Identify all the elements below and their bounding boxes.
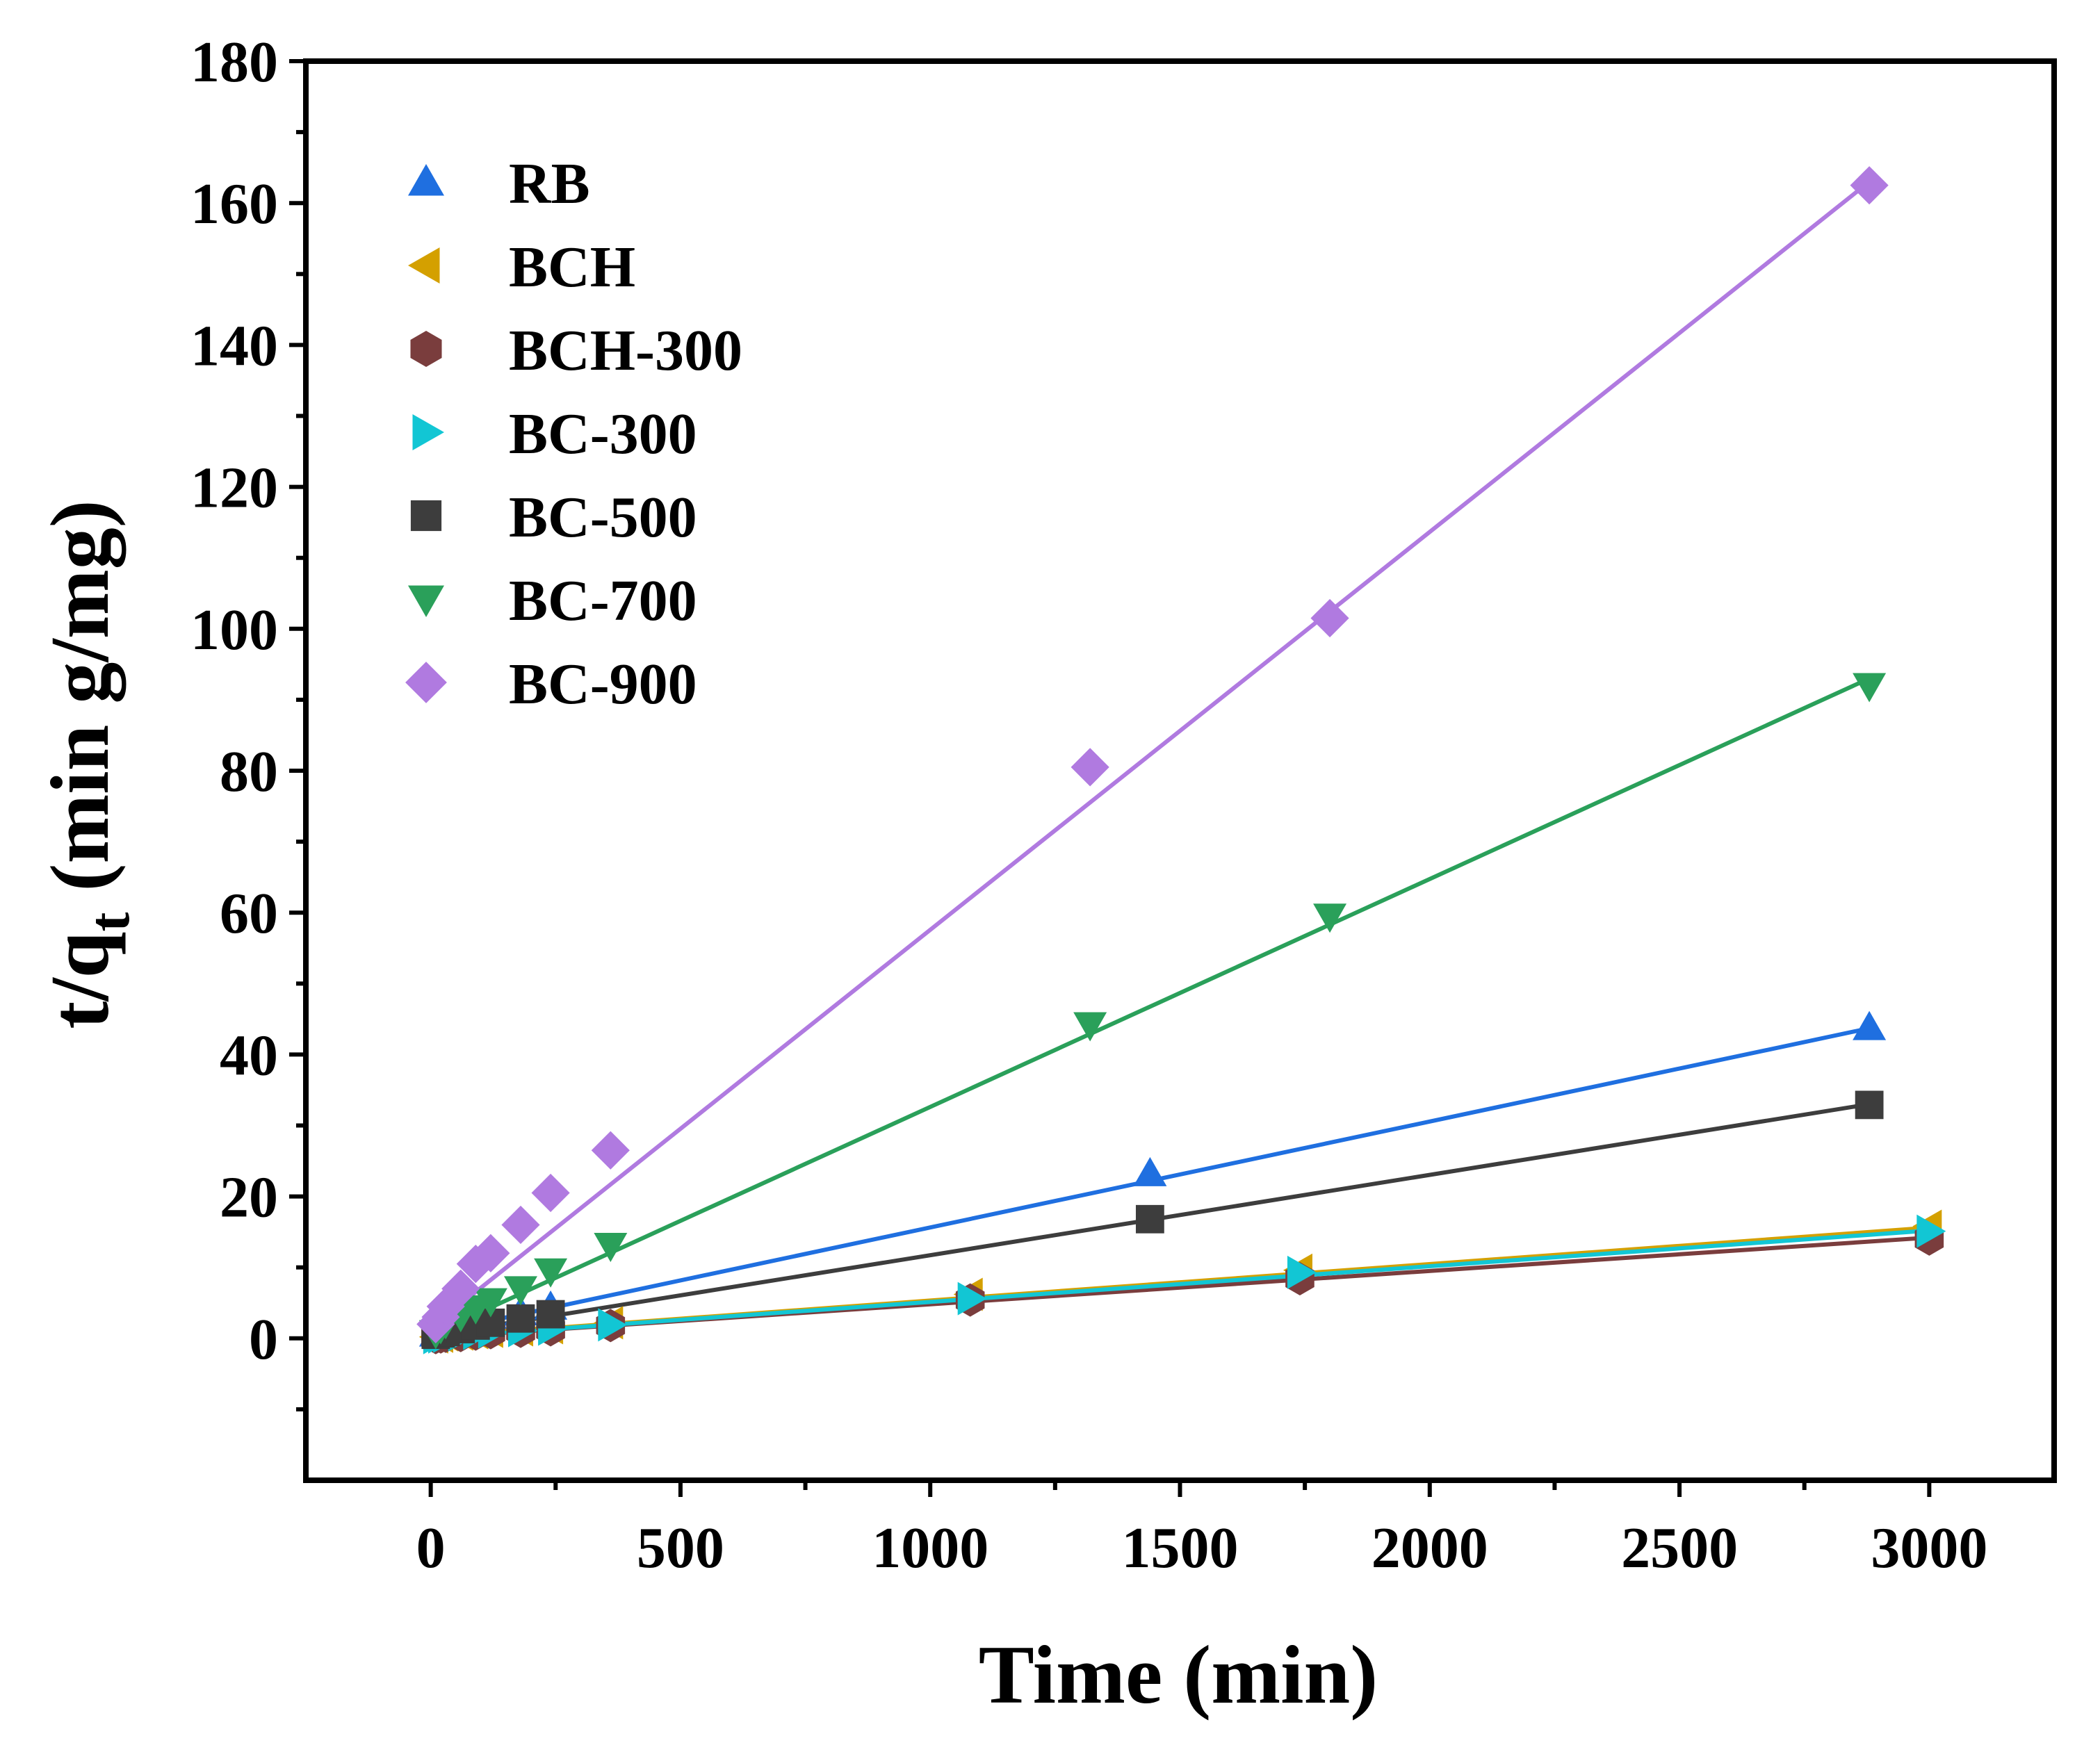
legend-marker-bch-300 (410, 331, 442, 367)
legend-label-rb: RB (509, 152, 590, 216)
data-point-bc-700 (503, 1276, 537, 1306)
legend-label-bch: BCH (509, 235, 635, 300)
data-point-bc-700 (534, 1258, 568, 1288)
x-tick-label: 3000 (1871, 1516, 1987, 1580)
y-tick-label: 80 (220, 739, 278, 804)
data-point-bc-500 (536, 1300, 565, 1329)
data-point-bc-900 (501, 1205, 540, 1245)
data-point-bc-900 (426, 1287, 465, 1326)
data-point-bc-700 (1073, 1012, 1107, 1042)
fit-line-bc-900 (429, 180, 1871, 1329)
data-markers (416, 166, 1946, 1354)
x-tick-label: 2500 (1621, 1516, 1738, 1580)
y-axis-title-rest: (min g/mg) (33, 500, 127, 912)
data-point-bc-900 (441, 1269, 480, 1308)
data-point-bc-900 (471, 1234, 510, 1272)
legend-label-bc-500: BC-500 (509, 485, 697, 550)
data-point-bc-900 (456, 1244, 495, 1284)
y-tick-label: 100 (190, 598, 278, 662)
data-point-bc-900 (1850, 166, 1889, 205)
x-tick-label: 1500 (1122, 1516, 1239, 1580)
data-point-bc-900 (531, 1173, 570, 1213)
data-point-rb (1853, 1010, 1887, 1040)
data-point-rb (1133, 1156, 1167, 1186)
y-tick-label: 20 (220, 1165, 278, 1230)
data-point-bc-500 (1135, 1204, 1164, 1234)
y-axis-title: t/qt (min g/mg) (33, 500, 142, 1029)
legend-label-bc-300: BC-300 (509, 402, 697, 466)
axis-ticks: 0 500 1000 1500 2000 2500 3000 0 20 40 60 80 100 120 1… (190, 30, 1987, 1580)
data-point-bc-700 (594, 1233, 628, 1263)
y-axis-title-subscript: t (77, 912, 142, 932)
data-point-bc-300 (598, 1308, 628, 1342)
legend-marker-rb (408, 164, 444, 196)
legend-label-bc-900: BC-900 (509, 652, 697, 717)
data-point-bc-300 (1287, 1255, 1317, 1289)
y-tick-label: 120 (190, 456, 278, 521)
x-axis-title: Time (min) (979, 1628, 1378, 1721)
legend-marker-bc-900 (405, 662, 447, 703)
x-tick-label: 0 (416, 1516, 446, 1580)
legend-marker-bc-500 (410, 500, 442, 532)
legend-marker-bc-300 (412, 414, 444, 450)
y-tick-label: 160 (190, 172, 278, 236)
data-point-bc-500 (1855, 1090, 1884, 1120)
data-point-bc-500 (506, 1304, 535, 1333)
data-point-bc-700 (1853, 673, 1887, 703)
fit-line-bc-700 (430, 676, 1871, 1337)
legend: RB BCH BCH-300 BC-300 BC-500 BC-700 BC-900 (405, 152, 742, 717)
legend-marker-bch (408, 247, 440, 284)
y-axis-title-main: t/q (33, 932, 126, 1029)
x-tick-label: 1000 (872, 1516, 988, 1580)
legend-label-bch-300: BCH-300 (509, 318, 742, 383)
data-point-bc-900 (1071, 748, 1109, 787)
data-point-bc-900 (591, 1131, 630, 1170)
data-point-bc-700 (473, 1288, 507, 1318)
data-point-bc-300 (957, 1282, 987, 1316)
data-point-bc-700 (1313, 903, 1347, 933)
x-tick-label: 500 (637, 1516, 724, 1580)
x-tick-label: 2000 (1371, 1516, 1488, 1580)
fit-line-bc-300 (430, 1228, 1930, 1340)
legend-marker-bc-700 (408, 585, 444, 617)
y-tick-label: 60 (220, 881, 278, 946)
data-point-bc-300 (1916, 1214, 1946, 1248)
y-tick-label: 140 (190, 313, 278, 378)
legend-label-bc-700: BC-700 (509, 568, 697, 633)
data-point-bc-900 (1310, 598, 1349, 638)
y-tick-label: 0 (249, 1307, 278, 1372)
y-tick-label: 180 (190, 30, 278, 95)
y-tick-label: 40 (220, 1023, 278, 1088)
